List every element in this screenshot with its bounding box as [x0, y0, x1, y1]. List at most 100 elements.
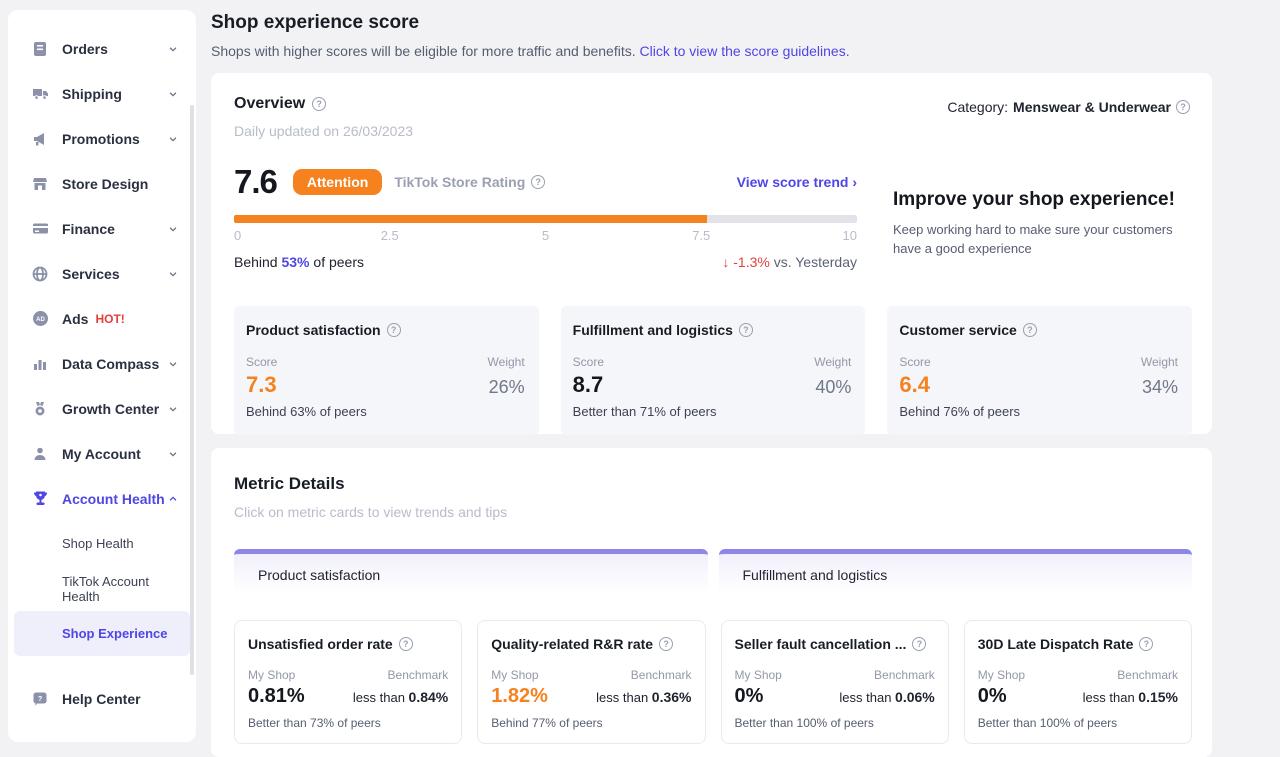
page-header: Shop experience score Shops with higher … [196, 0, 1280, 59]
sidebar-subitem-shop-health[interactable]: Shop Health [14, 521, 190, 566]
help-circle-icon[interactable]: ? [312, 97, 327, 111]
sidebar-item-label: My Account [62, 445, 141, 462]
subscore-peers: Behind 63% of peers [246, 404, 367, 419]
sidebar-item-label: Orders [62, 40, 108, 57]
chevron-down-icon [168, 404, 178, 414]
sidebar-subitem-label: TikTok Account Health [62, 573, 149, 604]
sidebar-item-promotions[interactable]: Promotions [14, 116, 190, 161]
metric-value: 0% [977, 685, 1007, 707]
delta-vs-yesterday: ↓ -1.3% vs. Yesterday [722, 254, 857, 270]
metric-card-seller-fault-cancellation[interactable]: Seller fault cancellation ... ? My Shop … [720, 620, 949, 744]
help-circle-icon[interactable]: ? [738, 323, 753, 337]
sidebar-item-data-compass[interactable]: Data Compass [14, 341, 190, 386]
subscore-title-row: Customer service ? [899, 322, 1178, 338]
metric-cards: Unsatisfied order rate ? My Shop Benchma… [234, 620, 1192, 744]
tab-fulfillment-logistics[interactable]: Fulfillment and logistics [718, 549, 1192, 598]
my-shop-label: My Shop [734, 668, 782, 682]
sidebar-item-services[interactable]: Services [14, 251, 190, 296]
sidebar-item-account-health[interactable]: Account Health [14, 476, 190, 521]
benchmark-label: Benchmark [387, 668, 449, 682]
tab-product-satisfaction[interactable]: Product satisfaction [234, 549, 708, 598]
metric-title: 30D Late Dispatch Rate [977, 636, 1134, 652]
attention-badge: Attention [292, 169, 383, 195]
subscore-card-product-satisfaction[interactable]: Product satisfaction ? Score Weight 7.3 … [234, 306, 539, 435]
help-circle-icon[interactable]: ? [1176, 100, 1190, 114]
scale-tick: 2.5 [380, 228, 399, 243]
benchmark-label: Benchmark [1117, 668, 1178, 682]
metric-card-30d-late-dispatch[interactable]: 30D Late Dispatch Rate ? My Shop Benchma… [963, 620, 1192, 744]
subscore-card-customer-service[interactable]: Customer service ? Score Weight 6.4 34% … [887, 306, 1193, 435]
subscore-card-fulfillment[interactable]: Fulfillment and logistics ? Score Weight… [560, 306, 866, 435]
sidebar-item-label: Data Compass [62, 355, 160, 372]
person-icon [32, 445, 49, 462]
sidebar-subitem-label: Shop Health [62, 536, 134, 551]
sidebar-item-label: Shipping [62, 85, 122, 102]
svg-text:?: ? [38, 694, 43, 703]
subscore-title-row: Fulfillment and logistics ? [573, 322, 852, 338]
page-title: Shop experience score [211, 12, 420, 33]
sidebar-item-label: Ads [62, 310, 89, 327]
weight-label: Weight [487, 355, 525, 369]
improve-panel: Improve your shop experience! Keep worki… [893, 163, 1192, 270]
overview-card: Overview ? Daily updated on 26/03/2023 C… [211, 73, 1212, 435]
subscore-peers: Behind 76% of peers [899, 404, 1021, 419]
page-subtitle: Shops with higher scores will be eligibl… [211, 43, 1280, 59]
rating-label: TikTok Store Rating [394, 174, 526, 190]
sidebar-item-label: Account Health [62, 490, 165, 507]
sidebar-scrollbar[interactable] [190, 105, 194, 675]
score-guidelines-link[interactable]: Click to view the score guidelines. [639, 43, 850, 59]
sidebar-subitem-shop-experience[interactable]: Shop Experience [14, 611, 190, 656]
sidebar-item-my-account[interactable]: My Account [14, 431, 190, 476]
view-score-trend-link[interactable]: View score trend › [736, 174, 857, 190]
help-circle-icon[interactable]: ? [386, 323, 401, 337]
category-label: Category: [947, 99, 1009, 115]
help-circle-icon[interactable]: ? [531, 175, 546, 189]
metric-card-quality-rr-rate[interactable]: Quality-related R&R rate ? My Shop Bench… [477, 620, 706, 744]
chevron-down-icon [168, 89, 178, 99]
storefront-icon [32, 175, 49, 192]
help-circle-icon[interactable]: ? [912, 637, 927, 651]
sidebar-item-shipping[interactable]: Shipping [14, 71, 190, 116]
subscore-value: 7.3 [246, 372, 277, 397]
chevron-down-icon [168, 359, 178, 369]
svg-text:AD: AD [36, 317, 45, 323]
sidebar-item-help-center[interactable]: ? Help Center [14, 676, 190, 721]
orders-icon [32, 40, 49, 57]
scale-tick: 0 [234, 228, 242, 243]
weight-label: Weight [1140, 355, 1179, 369]
weight-value: 40% [815, 377, 852, 397]
subscore-title: Fulfillment and logistics [572, 322, 733, 338]
metric-title: Quality-related R&R rate [491, 636, 654, 652]
subscore-value: 6.4 [899, 372, 930, 397]
peers-percent: 53% [281, 254, 310, 270]
metric-card-unsatisfied-order-rate[interactable]: Unsatisfied order rate ? My Shop Benchma… [234, 620, 463, 744]
sidebar-subitem-tiktok-account-health[interactable]: TikTok Account Health [14, 566, 190, 611]
weight-value: 34% [1141, 377, 1179, 397]
medal-icon [32, 400, 49, 417]
credit-card-icon [32, 220, 49, 237]
help-circle-icon[interactable]: ? [398, 637, 413, 651]
score-progress-bar [234, 215, 857, 223]
improve-title: Improve your shop experience! [893, 189, 1175, 210]
help-circle-icon[interactable]: ? [1022, 323, 1037, 337]
sidebar-item-label: Store Design [62, 175, 149, 192]
trophy-icon [32, 490, 49, 507]
sidebar-item-store-design[interactable]: Store Design [14, 161, 190, 206]
metric-value: 0.81% [248, 685, 305, 707]
score-progress-fill [234, 215, 708, 223]
score-label: Score [899, 355, 931, 369]
sidebar-item-orders[interactable]: Orders [14, 26, 190, 71]
sidebar-item-finance[interactable]: Finance [14, 206, 190, 251]
help-circle-icon[interactable]: ? [1139, 637, 1154, 651]
sidebar-item-label: Growth Center [62, 400, 160, 417]
subscore-value: 8.7 [572, 372, 604, 397]
sidebar-item-ads[interactable]: AD Ads HOT! [14, 296, 190, 341]
score-section: 7.6 Attention TikTok Store Rating ? View… [234, 163, 1192, 270]
help-circle-icon[interactable]: ? [659, 637, 674, 651]
metric-value: 1.82% [491, 685, 548, 707]
chevron-down-icon [168, 224, 178, 234]
metric-peers: Behind 77% of peers [491, 716, 603, 730]
sidebar-item-growth-center[interactable]: Growth Center [14, 386, 190, 431]
subscore-title: Product satisfaction [246, 322, 381, 338]
weight-label: Weight [814, 355, 852, 369]
